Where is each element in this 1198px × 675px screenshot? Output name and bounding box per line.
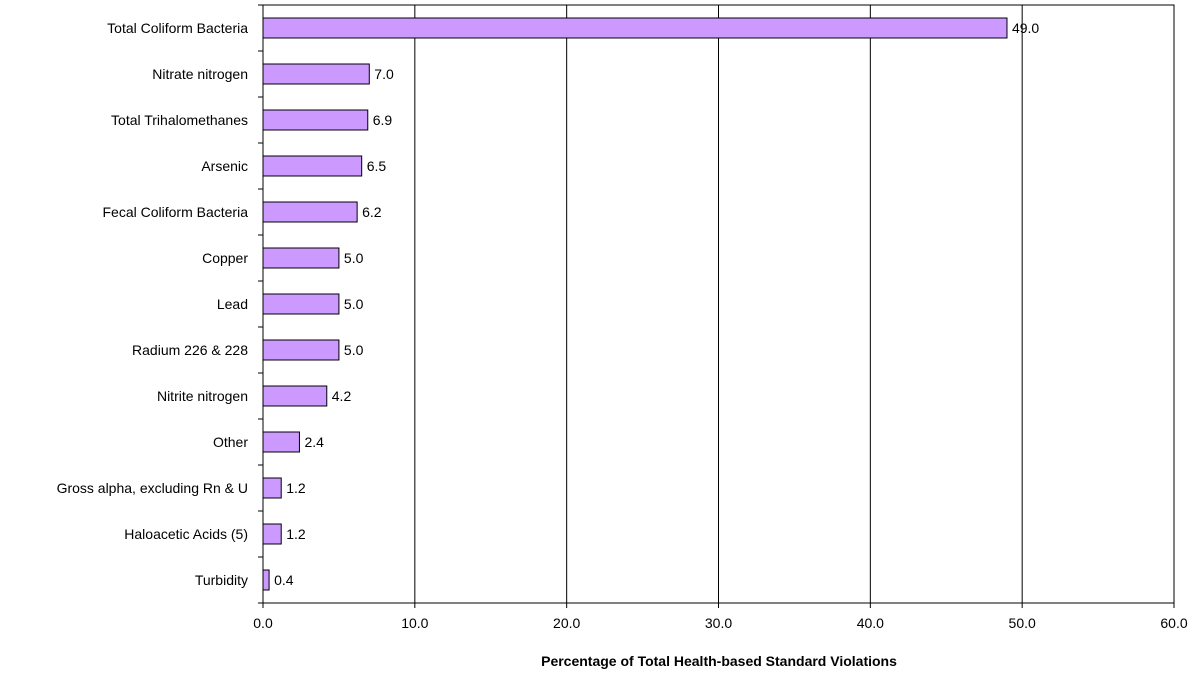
value-label: 0.4: [274, 572, 294, 588]
bars: [262, 17, 1008, 591]
category-label: Other: [213, 434, 248, 450]
bar: [262, 523, 282, 545]
category-label: Gross alpha, excluding Rn & U: [57, 480, 248, 496]
bar: [262, 17, 1008, 39]
category-label: Lead: [217, 296, 248, 312]
value-label: 5.0: [344, 250, 364, 266]
bar: [262, 201, 358, 223]
value-label: 1.2: [286, 480, 306, 496]
category-label: Haloacetic Acids (5): [124, 526, 248, 542]
category-label: Fecal Coliform Bacteria: [103, 204, 249, 220]
value-label: 2.4: [304, 434, 324, 450]
bar: [262, 431, 300, 453]
x-tick-label: 0.0: [253, 615, 273, 631]
bar: [262, 569, 270, 591]
bar: [262, 155, 363, 177]
category-label: Total Trihalomethanes: [111, 112, 248, 128]
value-label: 6.9: [373, 112, 393, 128]
bar: [262, 293, 340, 315]
bar: [262, 385, 328, 407]
value-label: 5.0: [344, 342, 364, 358]
value-label: 4.2: [332, 388, 352, 404]
category-label: Turbidity: [195, 572, 248, 588]
labels: 0.0 10.0 20.0 30.0 40.0 50.0 60.0 Total Colifor…: [57, 20, 1188, 631]
x-tick-label: 20.0: [553, 615, 580, 631]
category-label: Radium 226 & 228: [132, 342, 248, 358]
axes: [258, 4, 1175, 608]
category-label: Nitrate nitrogen: [152, 66, 248, 82]
value-label: 5.0: [344, 296, 364, 312]
x-tick-label: 60.0: [1160, 615, 1187, 631]
bar: [262, 339, 340, 361]
category-label: Arsenic: [201, 158, 248, 174]
x-axis-title: Percentage of Total Health-based Standar…: [541, 653, 897, 669]
value-label: 6.5: [367, 158, 387, 174]
bar: [262, 247, 340, 269]
bar: [262, 63, 370, 85]
value-label: 7.0: [374, 66, 394, 82]
x-tick-label: 40.0: [857, 615, 884, 631]
category-label: Total Coliform Bacteria: [107, 20, 248, 36]
x-tick-label: 30.0: [705, 615, 732, 631]
bar: [262, 477, 282, 499]
category-label: Copper: [202, 250, 248, 266]
value-label: 6.2: [362, 204, 382, 220]
value-label: 1.2: [286, 526, 306, 542]
x-tick-label: 50.0: [1009, 615, 1036, 631]
bar: [262, 109, 369, 131]
category-label: Nitrite nitrogen: [157, 388, 248, 404]
x-tick-label: 10.0: [401, 615, 428, 631]
gridlines: [414, 5, 1023, 603]
value-label: 49.0: [1012, 20, 1039, 36]
